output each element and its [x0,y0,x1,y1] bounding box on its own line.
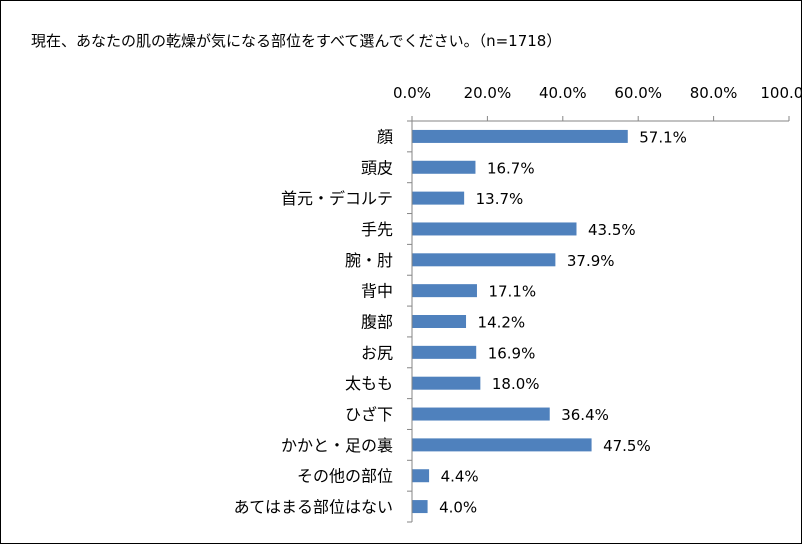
x-axis-tick-labels: 0.0% 20.0% 40.0% 60.0% 80.0% 100.0% [393,84,802,102]
data-label: 37.9% [567,252,615,270]
category-label: 首元・デコルテ [281,189,393,208]
chart-title: 現在、あなたの肌の乾燥が気になる部位をすべて選んでください。（n=1718） [31,32,561,50]
bar [412,222,577,236]
data-labels: 57.1% 16.7% 13.7% 43.5% 37.9% 17.1% 14.2% 16.9%… [439,128,687,516]
data-label: 43.5% [588,221,636,239]
category-label: お尻 [361,343,393,362]
bar [412,500,428,514]
data-label: 47.5% [603,437,651,455]
data-label: 57.1% [639,128,687,146]
category-label: 顔 [377,127,393,146]
category-label: あてはまる部位はない [234,498,393,517]
x-tick-label: 60.0% [614,84,662,102]
category-label: かかと・足の裏 [281,436,393,455]
category-label: 太もも [345,374,393,393]
bar [412,469,430,483]
category-label: ひざ下 [345,405,393,424]
data-label: 17.1% [488,283,536,301]
data-label: 36.4% [561,406,609,424]
category-labels: 顔頭皮首元・デコルテ手先腕・肘背中腹部お尻太ももひざ下かかと・足の裏その他の部位… [234,127,393,516]
data-label: 18.0% [492,375,540,393]
category-label: 頭皮 [361,158,393,177]
data-label: 14.2% [478,314,526,332]
bars [412,129,628,514]
bar [412,160,476,174]
data-label: 4.4% [441,468,479,486]
category-label: 手先 [361,220,393,239]
bar [412,345,477,359]
x-tick-label: 80.0% [690,84,738,102]
bar [412,407,550,421]
category-label: その他の部位 [297,467,393,486]
bar [412,376,481,390]
bar [412,129,628,143]
data-label: 4.0% [439,499,477,517]
bar [412,191,465,205]
bar [412,253,556,267]
x-tick-label: 20.0% [464,84,512,102]
bar [412,284,477,298]
bar [412,438,592,452]
data-label: 16.9% [488,344,536,362]
x-tick-label: 40.0% [539,84,587,102]
x-tick-label: 0.0% [393,84,431,102]
bar [412,315,467,328]
category-label: 腹部 [361,313,393,332]
x-tick-label: 100.0% [760,84,802,102]
data-label: 13.7% [476,190,524,208]
category-label: 背中 [361,282,393,301]
axes [407,116,790,523]
category-label: 腕・肘 [345,251,393,270]
data-label: 16.7% [487,159,535,177]
